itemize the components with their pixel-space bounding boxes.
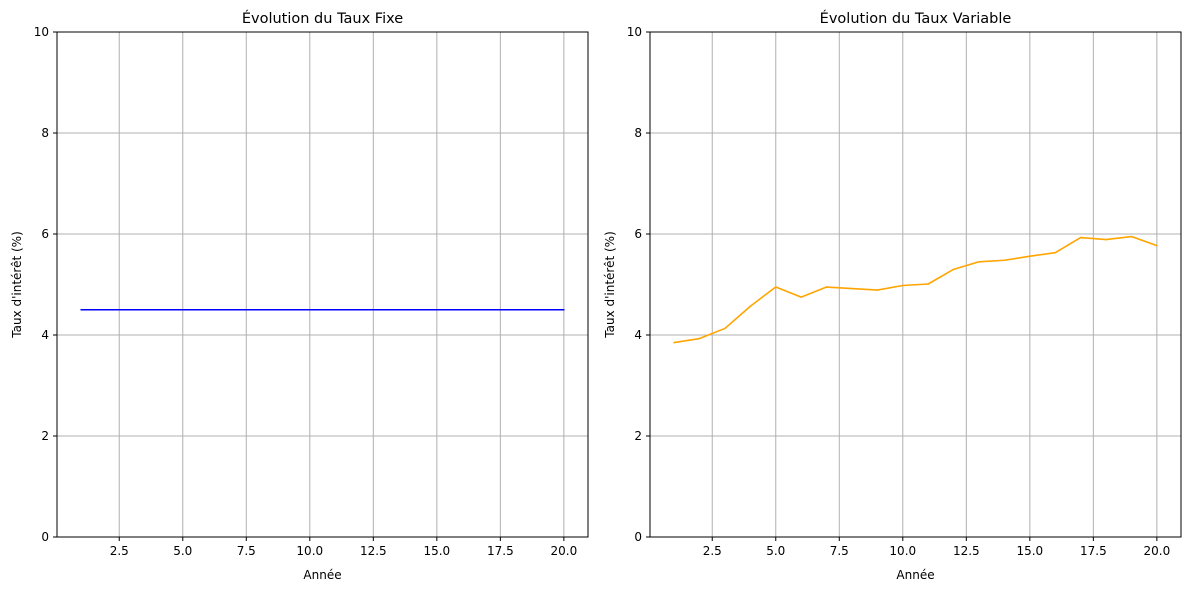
data-point [537, 308, 540, 311]
data-point [105, 308, 108, 311]
x-tick-label: 10.0 [889, 544, 916, 558]
plot-frame [56, 31, 589, 538]
data-point [698, 337, 701, 340]
data-point [410, 308, 413, 311]
x-ticks: 2.5 5.0 7.5 10.0 12.5 15.0 17.5 20.0 [110, 537, 578, 558]
data-point [1105, 238, 1107, 241]
data-point [232, 308, 235, 311]
y-tick-label: 8 [41, 126, 49, 140]
plot-frame [649, 31, 1182, 538]
series-line [674, 235, 1158, 344]
x-tick-label: 17.5 [487, 544, 514, 558]
data-point [181, 308, 184, 311]
x-tick-label: 20.0 [551, 544, 578, 558]
y-axis-label: Taux d'intérêt (%) [10, 231, 24, 339]
data-point [461, 308, 464, 311]
x-tick-label: 10.0 [296, 544, 323, 558]
y-tick-label: 0 [41, 530, 49, 544]
data-point [825, 286, 828, 288]
data-point [749, 305, 752, 308]
x-tick-label: 5.0 [766, 544, 785, 558]
y-tick-label: 6 [41, 227, 49, 241]
data-point [283, 308, 286, 311]
y-tick-label: 0 [634, 530, 642, 544]
data-point [901, 284, 904, 287]
data-point [359, 308, 362, 311]
data-point [486, 308, 489, 311]
data-point [851, 287, 853, 290]
data-point [308, 308, 311, 311]
x-tick-label: 2.5 [703, 544, 722, 558]
data-point [927, 283, 930, 285]
plot-lines [673, 235, 1158, 344]
y-tick-label: 10 [627, 25, 642, 39]
data-point [258, 308, 260, 311]
x-tick-label: 15.0 [1016, 544, 1043, 558]
chart-title: Évolution du Taux Variable [820, 10, 1012, 27]
x-ticks: 2.5 5.0 7.5 10.0 12.5 15.0 17.5 20.0 [703, 537, 1171, 558]
data-point [952, 268, 955, 271]
data-point [1003, 259, 1006, 262]
data-point [1029, 255, 1031, 258]
y-tick-label: 6 [634, 227, 642, 241]
y-tick-label: 2 [41, 429, 49, 443]
plot-lines [80, 308, 565, 311]
data-point [673, 341, 675, 344]
data-point [1130, 235, 1133, 238]
data-point [876, 289, 879, 291]
x-tick-label: 5.0 [173, 544, 192, 558]
x-axis-label: Année [303, 568, 341, 582]
data-point [131, 308, 133, 311]
data-point [774, 286, 777, 288]
data-point [436, 308, 438, 311]
data-point [1054, 251, 1057, 254]
y-tick-label: 4 [41, 328, 49, 342]
data-point [80, 308, 82, 311]
data-point [385, 308, 387, 311]
data-point [563, 308, 565, 311]
data-point [207, 308, 209, 311]
data-point [978, 260, 980, 263]
data-point [334, 308, 337, 311]
chart-variable-rate: 2.5 5.0 7.5 10.0 12.5 15.0 17.5 20.0 0 2 4 6 8 10 Év… [603, 10, 1182, 582]
data-point [1156, 244, 1158, 247]
data-point [512, 308, 514, 311]
x-tick-label: 17.5 [1080, 544, 1107, 558]
y-tick-label: 10 [34, 25, 49, 39]
x-tick-label: 12.5 [360, 544, 387, 558]
data-point [156, 308, 159, 311]
y-axis-label: Taux d'intérêt (%) [603, 231, 617, 339]
y-tick-label: 8 [634, 126, 642, 140]
chart-fixed-rate: 2.5 5.0 7.5 10.0 12.5 15.0 17.5 20.0 0 2 4 6 8 10 Év… [10, 10, 589, 582]
x-tick-label: 7.5 [237, 544, 256, 558]
data-point [724, 327, 726, 330]
chart-title: Évolution du Taux Fixe [242, 10, 403, 27]
x-tick-label: 12.5 [953, 544, 980, 558]
x-tick-label: 7.5 [830, 544, 849, 558]
data-point [1079, 236, 1082, 239]
y-tick-label: 2 [634, 429, 642, 443]
x-tick-label: 20.0 [1144, 544, 1171, 558]
x-tick-label: 15.0 [423, 544, 450, 558]
y-ticks: 0 2 4 6 8 10 [627, 25, 650, 544]
y-tick-label: 4 [634, 328, 642, 342]
x-tick-label: 2.5 [110, 544, 129, 558]
y-ticks: 0 2 4 6 8 10 [34, 25, 57, 544]
x-axis-label: Année [896, 568, 934, 582]
data-point [800, 296, 802, 298]
